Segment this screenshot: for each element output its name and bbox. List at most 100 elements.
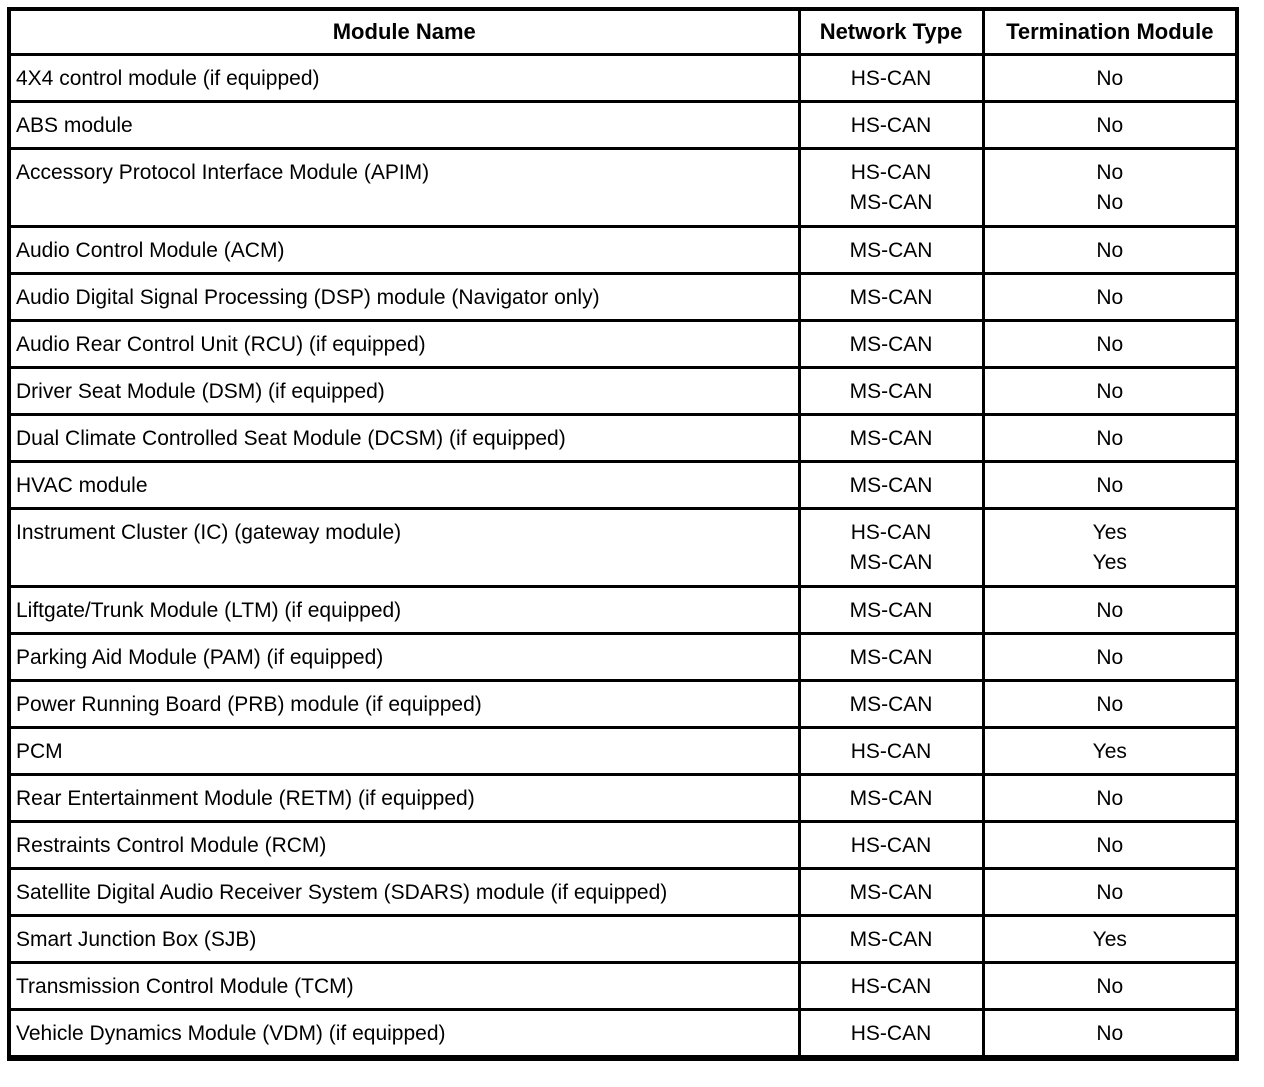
termination-module-cell: No (981, 819, 1239, 870)
module-name-cell: Audio Digital Signal Processing (DSP) mo… (7, 271, 801, 322)
module-name-cell-value: Driver Seat Module (DSM) (if equipped) (16, 379, 385, 403)
termination-module-cell-value: No (1096, 833, 1124, 857)
termination-module-cell: No (981, 1007, 1239, 1059)
module-name-cell: Driver Seat Module (DSM) (if equipped) (7, 365, 801, 416)
table-row: 4X4 control module (if equipped) HS-CAN No (7, 52, 1239, 103)
module-name-cell: Satellite Digital Audio Receiver System … (7, 866, 801, 917)
network-type-cell: HS-CAN (797, 1007, 985, 1059)
module-name-cell: PCM (7, 725, 801, 776)
termination-module-cell: Yes Yes (981, 506, 1239, 588)
network-type-cell-value: HS-CAN (850, 1021, 932, 1045)
module-name-cell: HVAC module (7, 459, 801, 510)
table-row: PCM HS-CAN Yes (7, 725, 1239, 776)
termination-module-cell-value: Yes (1092, 550, 1127, 574)
termination-module-cell: No (981, 99, 1239, 150)
module-name-cell-value: ABS module (16, 113, 133, 137)
table-row: Restraints Control Module (RCM) HS-CAN No (7, 819, 1239, 870)
module-name-cell-value: Restraints Control Module (RCM) (16, 833, 327, 857)
network-type-cell-value: HS-CAN (850, 520, 932, 544)
termination-module-cell-value: Yes (1092, 739, 1127, 763)
module-name-cell-value: Dual Climate Controlled Seat Module (DCS… (16, 426, 566, 450)
termination-module-cell: No (981, 772, 1239, 823)
network-type-cell: MS-CAN (797, 318, 985, 369)
termination-module-cell-value: Yes (1092, 927, 1127, 951)
network-type-cell: MS-CAN (797, 772, 985, 823)
network-type-cell: MS-CAN (797, 913, 985, 964)
termination-module-cell: No (981, 678, 1239, 729)
table-row: Instrument Cluster (IC) (gateway module)… (7, 506, 1239, 588)
module-name-cell: Dual Climate Controlled Seat Module (DCS… (7, 412, 801, 463)
termination-module-cell-value: No (1096, 332, 1124, 356)
module-name-cell: Rear Entertainment Module (RETM) (if equ… (7, 772, 801, 823)
network-type-cell-value: MS-CAN (849, 880, 933, 904)
table-row: Liftgate/Trunk Module (LTM) (if equipped… (7, 584, 1239, 635)
network-type-cell: HS-CAN (797, 819, 985, 870)
module-name-cell: Instrument Cluster (IC) (gateway module) (7, 506, 801, 588)
termination-module-cell-value: No (1096, 426, 1124, 450)
table-row: Audio Digital Signal Processing (DSP) mo… (7, 271, 1239, 322)
table-row: Rear Entertainment Module (RETM) (if equ… (7, 772, 1239, 823)
termination-module-cell-value: No (1096, 285, 1124, 309)
termination-module-cell: No (981, 584, 1239, 635)
table-row: Satellite Digital Audio Receiver System … (7, 866, 1239, 917)
module-name-cell-value: Audio Rear Control Unit (RCU) (if equipp… (16, 332, 426, 356)
module-name-cell-value: HVAC module (16, 473, 148, 497)
network-type-cell: MS-CAN (797, 678, 985, 729)
module-network-table: Module Name Network Type Termination Mod… (7, 7, 1239, 1061)
module-name-cell-value: Parking Aid Module (PAM) (if equipped) (16, 645, 384, 669)
module-name-cell-value: Audio Digital Signal Processing (DSP) mo… (16, 285, 600, 309)
termination-module-cell: No (981, 52, 1239, 103)
module-name-cell: Parking Aid Module (PAM) (if equipped) (7, 631, 801, 682)
table-row: Parking Aid Module (PAM) (if equipped) MS… (7, 631, 1239, 682)
module-name-cell: Audio Rear Control Unit (RCU) (if equipp… (7, 318, 801, 369)
table-row: Power Running Board (PRB) module (if equ… (7, 678, 1239, 729)
table-row: ABS module HS-CAN No (7, 99, 1239, 150)
module-name-cell: Audio Control Module (ACM) (7, 224, 801, 275)
network-type-cell-value: MS-CAN (849, 426, 933, 450)
network-type-cell-value: HS-CAN (850, 833, 932, 857)
module-name-cell-value: Liftgate/Trunk Module (LTM) (if equipped… (16, 598, 402, 622)
module-name-cell: Restraints Control Module (RCM) (7, 819, 801, 870)
module-name-cell: Power Running Board (PRB) module (if equ… (7, 678, 801, 729)
termination-module-cell-value: No (1096, 1021, 1124, 1045)
network-type-cell-value: MS-CAN (849, 379, 933, 403)
termination-module-cell: No (981, 459, 1239, 510)
header-row: Module Name Network Type Termination Mod… (7, 7, 1239, 56)
termination-module-cell-value: No (1096, 786, 1124, 810)
table-row: Audio Rear Control Unit (RCU) (if equipp… (7, 318, 1239, 369)
module-name-cell: Liftgate/Trunk Module (LTM) (if equipped… (7, 584, 801, 635)
header-network-type: Network Type (797, 7, 985, 56)
termination-module-cell-value: No (1096, 473, 1124, 497)
termination-module-cell-value: No (1096, 190, 1124, 214)
network-type-cell: MS-CAN (797, 459, 985, 510)
module-name-cell-value: Audio Control Module (ACM) (16, 238, 285, 262)
termination-module-cell: No (981, 271, 1239, 322)
termination-module-cell: No No (981, 146, 1239, 228)
termination-module-cell: Yes (981, 913, 1239, 964)
network-type-cell-value: MS-CAN (849, 473, 933, 497)
module-name-cell-value: Vehicle Dynamics Module (VDM) (if equipp… (16, 1021, 446, 1045)
termination-module-cell: No (981, 631, 1239, 682)
table-row: HVAC module MS-CAN No (7, 459, 1239, 510)
module-name-cell: Accessory Protocol Interface Module (API… (7, 146, 801, 228)
network-type-cell-value: MS-CAN (849, 332, 933, 356)
table-body: 4X4 control module (if equipped) HS-CAN No… (7, 52, 1239, 1059)
module-name-cell: Transmission Control Module (TCM) (7, 960, 801, 1011)
module-name-cell-value: Smart Junction Box (SJB) (16, 927, 257, 951)
module-name-cell: 4X4 control module (if equipped) (7, 52, 801, 103)
termination-module-cell: No (981, 224, 1239, 275)
table-row: Driver Seat Module (DSM) (if equipped) MS… (7, 365, 1239, 416)
termination-module-cell-value: Yes (1092, 520, 1127, 544)
network-type-cell: MS-CAN (797, 271, 985, 322)
termination-module-cell: No (981, 866, 1239, 917)
module-name-cell-value: Accessory Protocol Interface Module (API… (16, 160, 430, 184)
network-type-cell-value: HS-CAN (850, 113, 932, 137)
termination-module-cell: Yes (981, 725, 1239, 776)
module-name-cell-value: Rear Entertainment Module (RETM) (if equ… (16, 786, 475, 810)
network-type-cell-value: MS-CAN (849, 550, 933, 574)
module-name-cell-value: Transmission Control Module (TCM) (16, 974, 354, 998)
table-header: Module Name Network Type Termination Mod… (7, 7, 1239, 56)
table-row: Transmission Control Module (TCM) HS-CAN N… (7, 960, 1239, 1011)
termination-module-cell-value: No (1096, 160, 1124, 184)
network-type-cell-value: MS-CAN (849, 190, 933, 214)
